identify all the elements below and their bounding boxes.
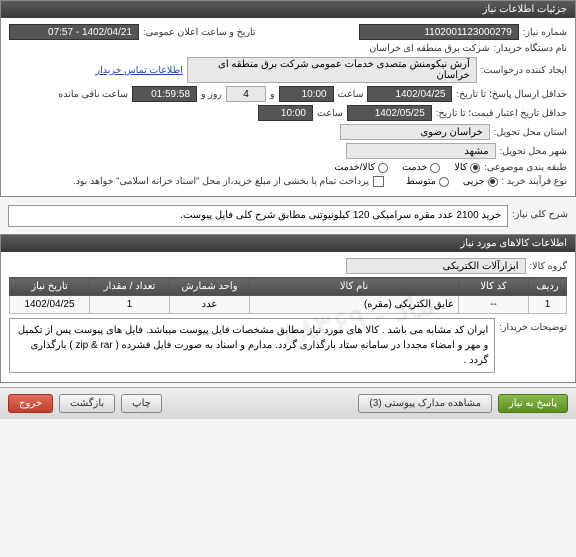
details-panel: جزئیات اطلاعات نیاز شماره نیاز: 11020011…: [0, 0, 576, 197]
purchase-type-group: جزیی متوسط: [406, 176, 498, 187]
radio-service[interactable]: خدمت: [402, 162, 440, 173]
radio-goods-label: کالا: [454, 162, 467, 173]
back-button[interactable]: بازگشت: [59, 394, 115, 413]
radio-medium-label: متوسط: [406, 176, 436, 187]
province-label: استان محل تحویل:: [494, 127, 567, 138]
public-datetime-label: تاریخ و ساعت اعلان عمومی:: [143, 27, 256, 38]
th-code: کد کالا: [459, 278, 529, 296]
td-name: عایق الکتریکی (مقره): [250, 296, 459, 314]
radio-both-circle: [378, 163, 388, 173]
need-no-value: 1102001123000279: [359, 24, 519, 40]
radio-partial-label: جزیی: [463, 176, 485, 187]
td-date: 1402/04/25: [10, 296, 90, 314]
td-unit: عدد: [170, 296, 250, 314]
td-row: 1: [529, 296, 567, 314]
table-row[interactable]: 1 -- عایق الکتریکی (مقره) عدد 1 1402/04/…: [10, 296, 567, 314]
remain-time: 01:59:58: [132, 86, 197, 102]
buyer-org-label: نام دستگاه خریدار:: [494, 43, 568, 54]
radio-goods-circle: [470, 163, 480, 173]
dayand-label: روز و: [201, 89, 222, 100]
items-table: ردیف کد کالا نام کالا واحد شمارش تعداد /…: [9, 277, 567, 314]
creator-value: آرش نیکومنش متصدی خدمات عمومی شرکت برق م…: [187, 57, 477, 83]
radio-goods[interactable]: کالا: [454, 162, 480, 173]
and-label: و: [270, 89, 275, 100]
payment-note: پرداخت تمام یا بخشی از مبلغ خرید،از محل …: [73, 176, 369, 187]
view-attachments-button[interactable]: مشاهده مدارک پیوستی (3): [358, 394, 492, 413]
purchase-type-label: نوع فرآیند خرید :: [502, 176, 567, 187]
creator-label: ایجاد کننده درخواست:: [481, 65, 567, 76]
th-unit: واحد شمارش: [170, 278, 250, 296]
td-qty: 1: [90, 296, 170, 314]
deadline-time: 10:00: [279, 86, 334, 102]
radio-medium[interactable]: متوسط: [406, 176, 449, 187]
valid-until-label: حداقل تاریخ اعتبار قیمت؛ تا تاریخ:: [436, 108, 567, 119]
city-value: مشهد: [346, 143, 496, 159]
valid-until-time: 10:00: [258, 105, 313, 121]
general-desc-label: شرح کلی نیاز:: [512, 205, 568, 220]
details-panel-title: جزئیات اطلاعات نیاز: [1, 1, 575, 18]
radio-service-circle: [430, 163, 440, 173]
remain-days: 4: [226, 86, 266, 102]
td-code: --: [459, 296, 529, 314]
radio-both-label: کالا/خدمت: [334, 162, 375, 173]
th-date: تاریخ نیاز: [10, 278, 90, 296]
radio-both[interactable]: کالا/خدمت: [334, 162, 388, 173]
buyer-org-value: شرکت برق منطقه ای خراسان: [369, 43, 489, 54]
province-value: خراسان رضوی: [340, 124, 490, 140]
respond-button[interactable]: پاسخ به نیاز: [498, 394, 568, 413]
category-label: طبقه بندی موضوعی:: [484, 162, 567, 173]
group-value: ابزارآلات الکتریکی: [346, 258, 526, 274]
buyer-notes-text: ایران کد مشابه می باشد . کالا های مورد ن…: [9, 318, 495, 373]
footer-bar: پاسخ به نیاز مشاهده مدارک پیوستی (3) چاپ…: [0, 387, 576, 419]
th-qty: تعداد / مقدار: [90, 278, 170, 296]
need-no-label: شماره نیاز:: [523, 27, 567, 38]
remain-label: ساعت باقی مانده: [58, 89, 128, 100]
group-label: گروه کالا:: [530, 261, 567, 272]
th-row: ردیف: [529, 278, 567, 296]
category-radio-group: کالا خدمت کالا/خدمت: [334, 162, 480, 173]
table-header-row: ردیف کد کالا نام کالا واحد شمارش تعداد /…: [10, 278, 567, 296]
buyer-notes-label: توضیحات خریدار:: [499, 318, 567, 333]
time-label-1: ساعت: [338, 89, 364, 100]
payment-checkbox[interactable]: [373, 176, 384, 187]
deadline-date: 1402/04/25: [367, 86, 452, 102]
radio-partial[interactable]: جزیی: [463, 176, 498, 187]
radio-partial-circle: [488, 177, 498, 187]
city-label: شهر محل تحویل:: [500, 146, 567, 157]
general-desc-text: خرید 2100 عدد مقره سرامیکی 120 کیلونیوتن…: [8, 205, 508, 227]
time-label-2: ساعت: [317, 108, 343, 119]
radio-service-label: خدمت: [402, 162, 427, 173]
valid-until-date: 1402/05/25: [347, 105, 432, 121]
public-datetime-value: 1402/04/21 - 07:57: [9, 24, 139, 40]
exit-button[interactable]: خروج: [8, 394, 53, 413]
contact-link[interactable]: اطلاعات تماس خریدار: [96, 65, 183, 76]
print-button[interactable]: چاپ: [121, 394, 162, 413]
deadline-label: حداقل ارسال پاسخ؛ تا تاریخ:: [456, 89, 567, 100]
th-name: نام کالا: [250, 278, 459, 296]
items-panel: اطلاعات کالاهای مورد نیاز گروه کالا: ابز…: [0, 234, 576, 383]
radio-medium-circle: [439, 177, 449, 187]
items-panel-title: اطلاعات کالاهای مورد نیاز: [1, 235, 575, 252]
